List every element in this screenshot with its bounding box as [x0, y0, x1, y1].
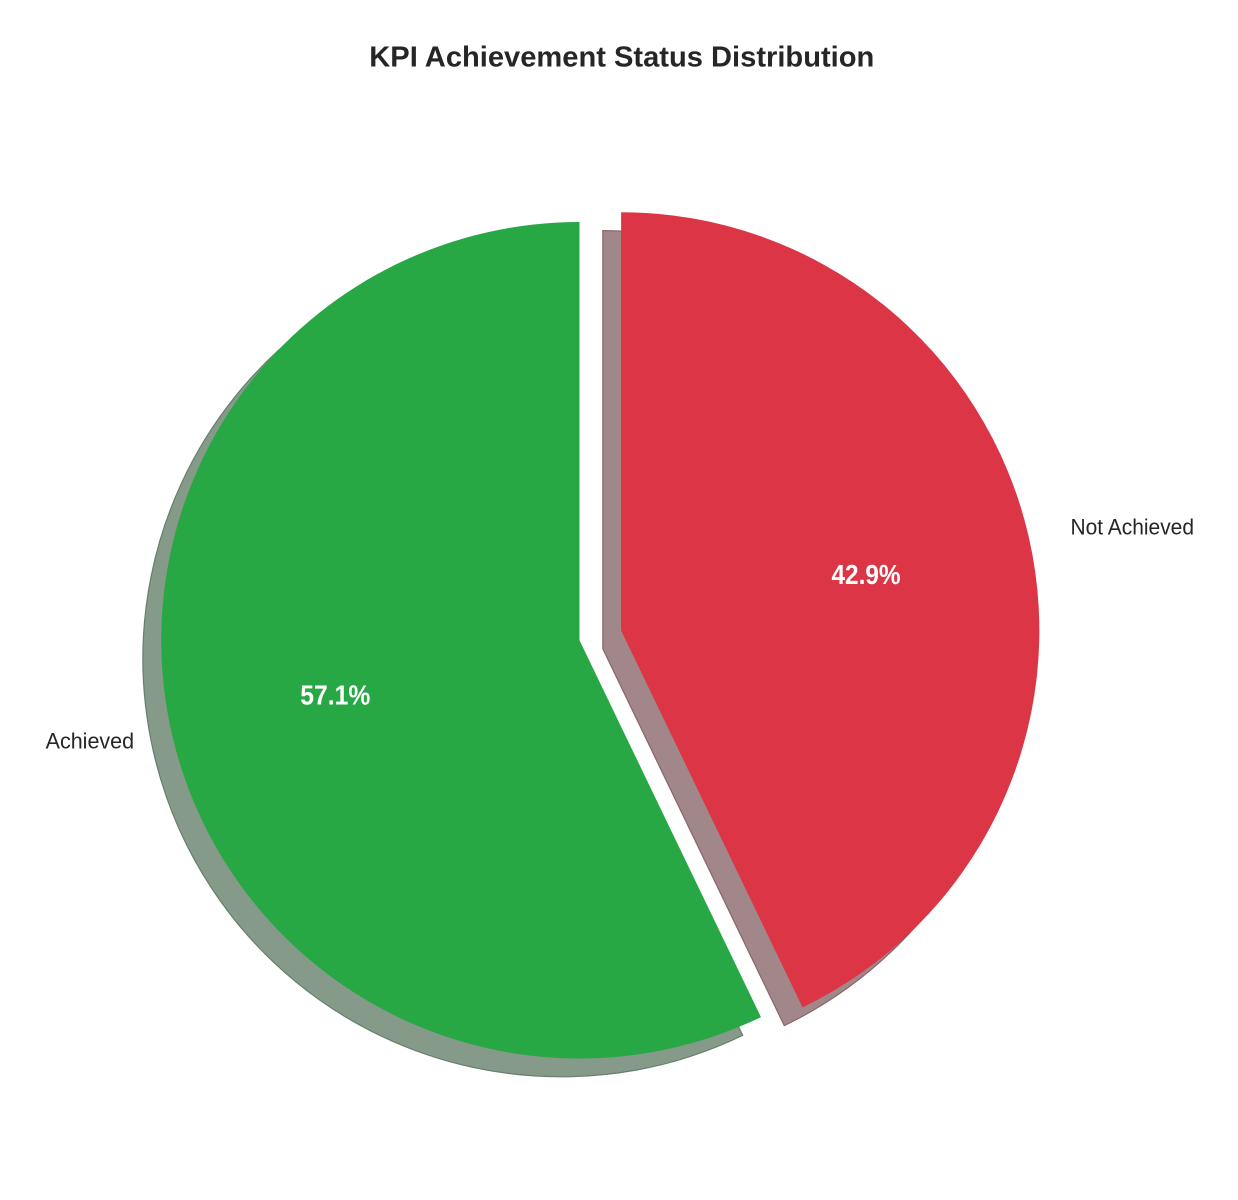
- svg-text:KPI Achievement Status Distrib: KPI Achievement Status Distribution: [369, 42, 874, 74]
- svg-text:Not Achieved: Not Achieved: [1071, 515, 1195, 540]
- svg-text:57.1%: 57.1%: [300, 680, 370, 711]
- svg-text:42.9%: 42.9%: [832, 559, 901, 590]
- svg-text:Achieved: Achieved: [46, 729, 135, 754]
